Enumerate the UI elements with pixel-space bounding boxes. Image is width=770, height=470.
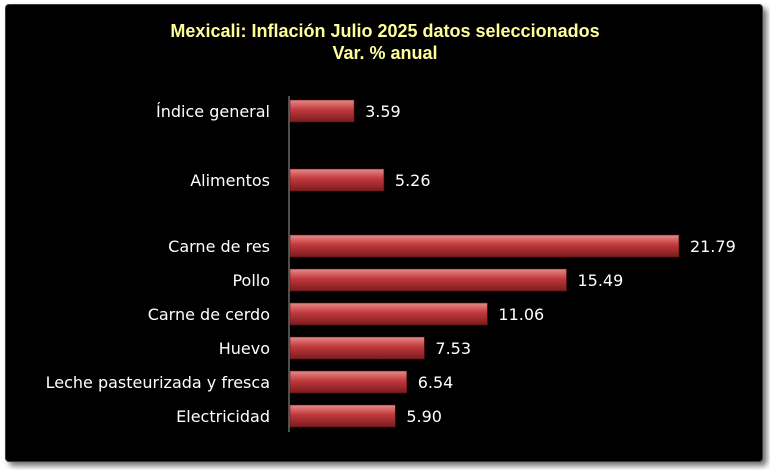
bar bbox=[289, 302, 488, 326]
category-label: Alimentos bbox=[190, 171, 270, 190]
value-label: 21.79 bbox=[690, 237, 736, 256]
category-label: Carne de cerdo bbox=[148, 305, 270, 324]
category-label: Carne de res bbox=[168, 237, 270, 256]
chart-title-block: Mexicali: Inflación Julio 2025 datos sel… bbox=[0, 20, 770, 64]
chart-title: Mexicali: Inflación Julio 2025 datos sel… bbox=[170, 21, 600, 41]
bar bbox=[289, 168, 385, 192]
bar bbox=[289, 99, 355, 123]
chart-subtitle: Var. % anual bbox=[332, 43, 438, 63]
value-label: 5.26 bbox=[395, 171, 431, 190]
value-label: 3.59 bbox=[365, 102, 401, 121]
category-label: Huevo bbox=[219, 339, 270, 358]
bar bbox=[289, 268, 567, 292]
category-label: Electricidad bbox=[176, 407, 270, 426]
value-label: 11.06 bbox=[498, 305, 544, 324]
value-label: 6.54 bbox=[418, 373, 454, 392]
value-label: 15.49 bbox=[577, 271, 623, 290]
bar bbox=[289, 370, 408, 394]
bar bbox=[289, 404, 396, 428]
value-label: 7.53 bbox=[435, 339, 471, 358]
value-label: 5.90 bbox=[406, 407, 442, 426]
bar bbox=[289, 336, 425, 360]
category-label: Pollo bbox=[232, 271, 270, 290]
category-label: Leche pasteurizada y fresca bbox=[46, 373, 270, 392]
category-label: Índice general bbox=[156, 102, 270, 121]
bar bbox=[289, 234, 680, 258]
